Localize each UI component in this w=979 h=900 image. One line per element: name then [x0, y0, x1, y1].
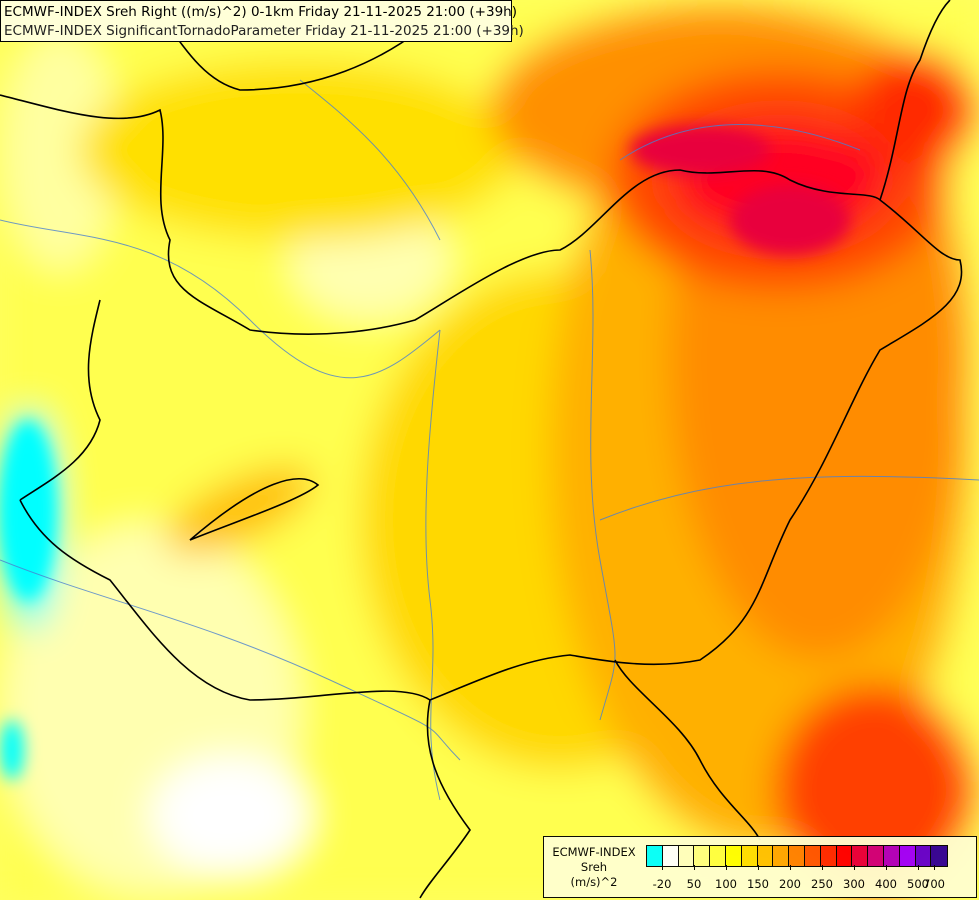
legend-tick [822, 865, 823, 870]
legend-swatch [868, 846, 884, 866]
legend-color-bar [646, 845, 949, 867]
legend-tick [886, 865, 887, 870]
legend-label: 250 [811, 877, 833, 891]
legend-tick [694, 865, 695, 870]
legend-swatch [741, 846, 758, 866]
legend-swatch [773, 846, 790, 866]
legend-tick [662, 865, 663, 870]
legend-label: 50 [686, 877, 702, 891]
legend-swatch [694, 846, 711, 866]
legend-swatch [678, 846, 695, 866]
legend-swatch [852, 846, 869, 866]
legend-label: 100 [715, 877, 737, 891]
legend-swatch [804, 846, 821, 866]
title-line-stp: ECMWF-INDEX SignificantTornadoParameter … [4, 23, 524, 39]
legend-swatch [757, 846, 774, 866]
legend-swatch [725, 846, 742, 866]
legend-label: 700 [923, 877, 945, 891]
legend-labels: -20 50 100 150 200 250 300 400 500 700 [646, 865, 968, 895]
legend-variable: Sreh [580, 860, 608, 874]
legend-label: 500 [907, 877, 929, 891]
rivers [0, 79, 979, 801]
legend-tick [758, 865, 759, 870]
legend-swatch [899, 846, 916, 866]
legend-swatch [931, 846, 948, 866]
legend-source: ECMWF-INDEX [552, 845, 636, 859]
legend-swatch [662, 846, 679, 866]
legend-swatch [789, 846, 805, 866]
legend-tick [934, 865, 935, 870]
legend-label: 200 [779, 877, 801, 891]
legend-tick [918, 865, 919, 870]
legend-swatch [647, 846, 663, 866]
legend-swatch [883, 846, 900, 866]
map-title-box: ECMWF-INDEX Sreh Right ((m/s)^2) 0-1km F… [0, 0, 524, 42]
title-line-sreh: ECMWF-INDEX Sreh Right ((m/s)^2) 0-1km F… [4, 4, 517, 20]
legend-tick [790, 865, 791, 870]
legend-tick [726, 865, 727, 870]
legend-swatch [915, 846, 932, 866]
legend-label: 400 [875, 877, 897, 891]
legend-label: 300 [843, 877, 865, 891]
legend-swatch [820, 846, 837, 866]
legend-label: -20 [652, 877, 672, 891]
legend-label: 150 [747, 877, 769, 891]
legend-name: ECMWF-INDEX Sreh (m/s)^2 [544, 845, 644, 890]
legend-swatch [710, 846, 726, 866]
color-legend: ECMWF-INDEX Sreh (m/s)^2 -20 50 100 150 200 2… [543, 836, 977, 898]
legend-tick [854, 865, 855, 870]
legend-swatch [836, 846, 853, 866]
legend-unit: (m/s)^2 [570, 875, 618, 889]
